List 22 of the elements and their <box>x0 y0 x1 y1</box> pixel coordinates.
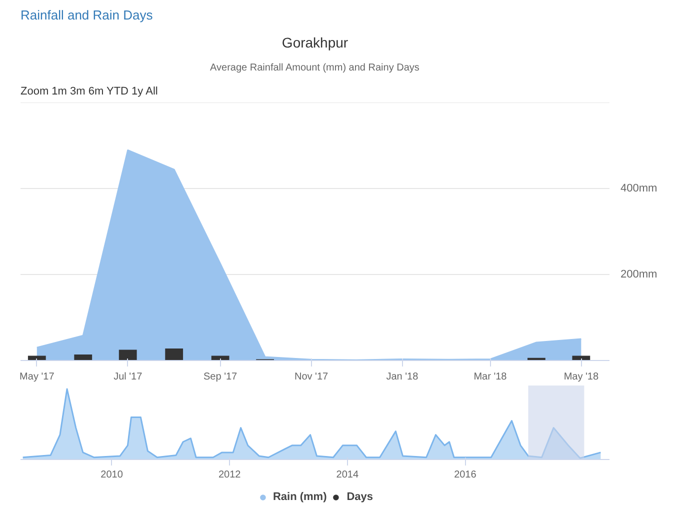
text: Zoom 1m 3m 6m YTD 1y All <box>20 86 158 98</box>
x-tick-label: 2012 <box>218 470 242 480</box>
x-tick-label: May '18 <box>564 372 599 382</box>
x-tick-label: Nov '17 <box>294 372 329 382</box>
x-tick-label: 2014 <box>336 470 359 480</box>
bar <box>74 354 92 360</box>
x-tick-label: Jul '17 <box>114 372 143 382</box>
x-tick-label: May '17 <box>20 372 55 382</box>
legend-label: Rain (mm) <box>272 491 327 503</box>
x-tick-label: 2010 <box>100 470 124 480</box>
chart-subtitle: Gorakhpur <box>282 34 348 50</box>
text: Average Rainfall Amount (mm) and Rainy Days <box>210 62 420 74</box>
y-tick-label: 400mm <box>620 182 658 194</box>
bar <box>165 348 184 360</box>
legend-label: Days <box>346 491 374 503</box>
x-tick-label: 2016 <box>454 470 477 480</box>
chart-title: Rainfall and Rain Days <box>20 8 154 22</box>
x-tick-label: Jan '18 <box>386 372 419 382</box>
x-tick-label: Mar '18 <box>474 372 508 382</box>
y-tick-label: 200mm <box>620 268 658 280</box>
x-tick-label: Sep '17 <box>204 372 238 382</box>
bar <box>118 350 137 360</box>
